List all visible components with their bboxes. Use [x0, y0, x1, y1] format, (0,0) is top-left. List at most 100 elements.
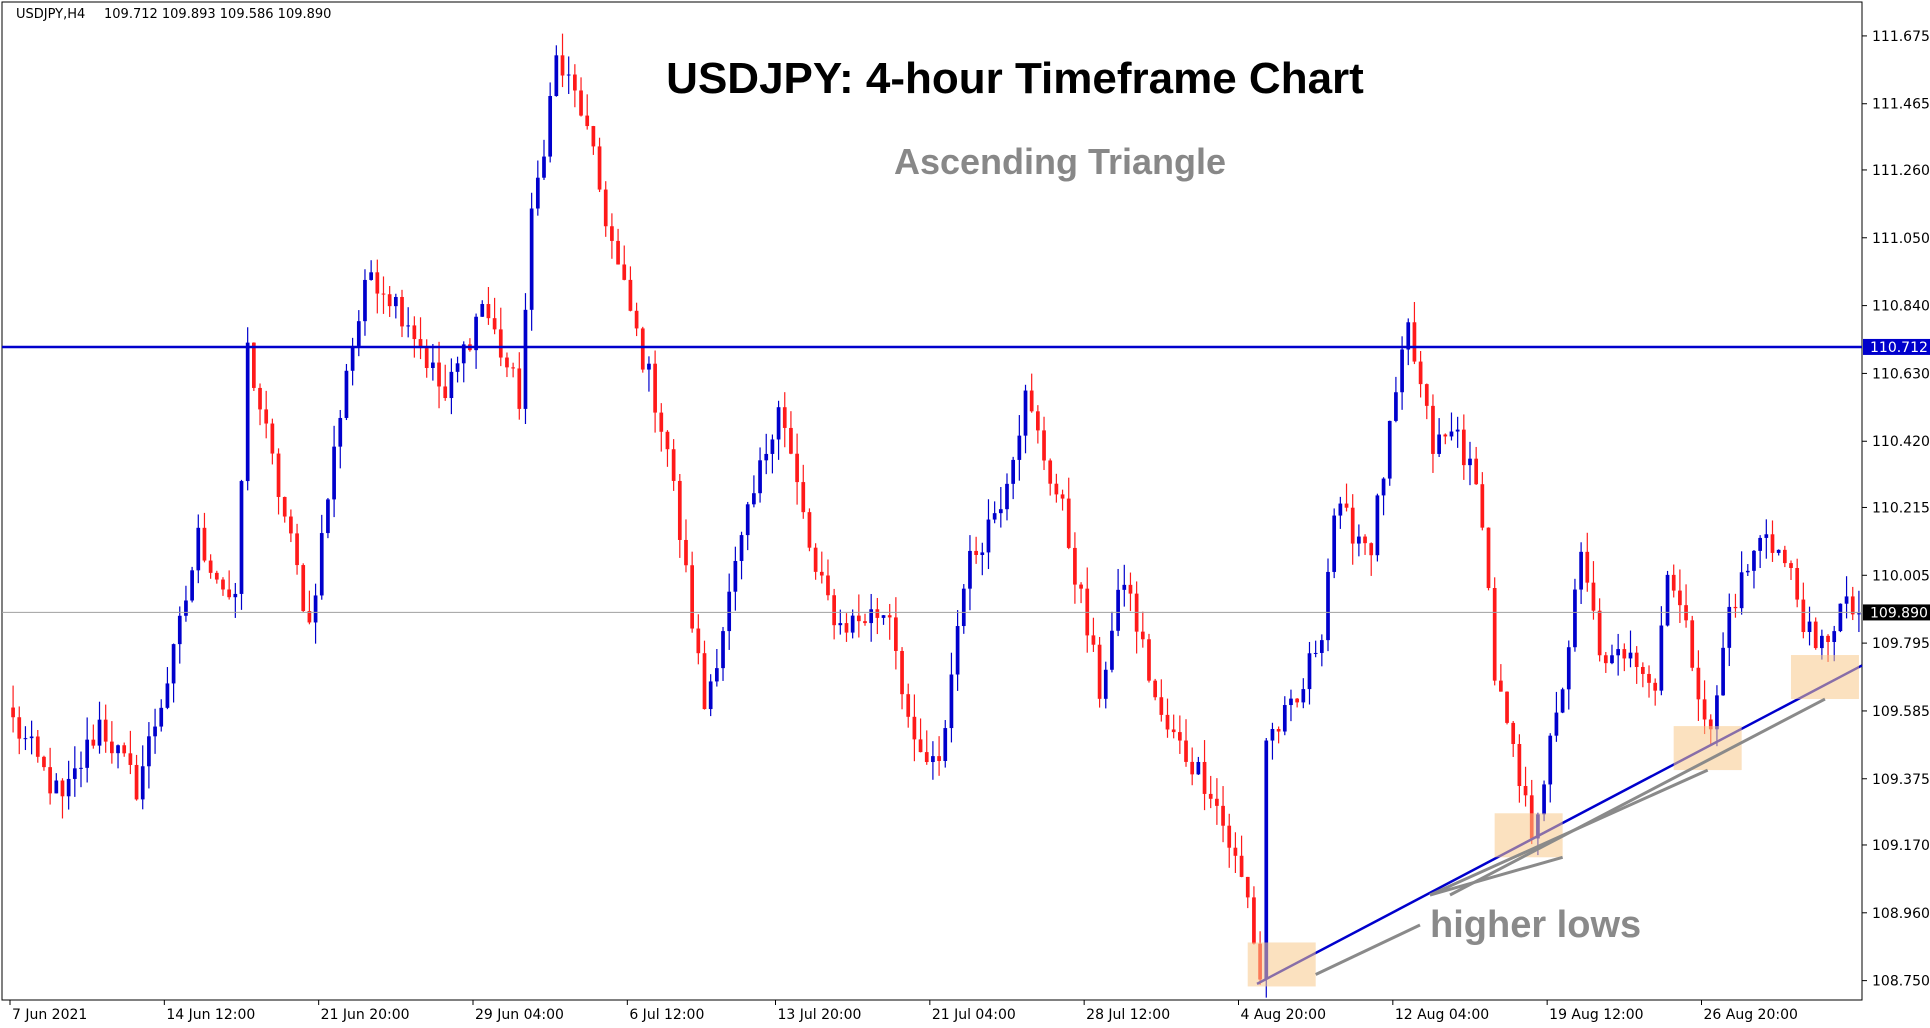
candle-body — [1505, 691, 1509, 723]
candle-body — [264, 409, 269, 424]
chart-subtitle: Ascending Triangle — [894, 141, 1226, 182]
candle — [1628, 630, 1633, 668]
candle-body — [356, 321, 361, 346]
candle — [1079, 582, 1083, 604]
candle — [875, 597, 880, 635]
candle — [1307, 641, 1312, 705]
candle — [1122, 564, 1127, 607]
candle-body — [1437, 434, 1441, 454]
candle — [573, 64, 577, 108]
candle — [603, 181, 608, 237]
candle — [1838, 603, 1843, 633]
candle — [79, 751, 83, 788]
candle — [900, 647, 904, 710]
candle — [986, 499, 991, 570]
candle-body — [714, 668, 719, 682]
candle-body — [573, 74, 577, 91]
candle — [1770, 520, 1775, 562]
candle-body — [437, 362, 441, 387]
candle — [1591, 561, 1596, 620]
candle-body — [1153, 680, 1158, 698]
candle-body — [1147, 639, 1151, 681]
candle-body — [140, 766, 145, 800]
candle — [943, 720, 948, 768]
candle-body — [1140, 631, 1145, 640]
candle — [1548, 733, 1553, 803]
candle — [480, 300, 485, 317]
candle-body — [1678, 590, 1682, 606]
candle — [356, 310, 361, 357]
candle — [924, 730, 929, 765]
candle-body — [863, 621, 867, 624]
candle — [1332, 508, 1337, 579]
candle-body — [1591, 582, 1596, 611]
candle — [1128, 572, 1133, 612]
candle-body — [881, 615, 886, 618]
y-tick-label: 109.585 — [1872, 704, 1930, 720]
candle-body — [764, 453, 769, 461]
candle-body — [122, 745, 127, 754]
candle — [449, 358, 454, 415]
candle-body — [832, 595, 836, 626]
candle-body — [72, 768, 77, 779]
candle — [955, 610, 960, 691]
candle-body — [782, 407, 787, 428]
candle — [1363, 534, 1367, 555]
candle — [1622, 643, 1627, 672]
candle-body — [1579, 551, 1583, 590]
candle — [1196, 756, 1201, 775]
candle — [1733, 593, 1738, 618]
y-tick-label: 109.795 — [1872, 636, 1930, 652]
candle — [387, 286, 392, 317]
candle — [1758, 535, 1762, 568]
candle — [745, 501, 750, 551]
candle — [1350, 494, 1355, 565]
candle-body — [1857, 613, 1861, 615]
candle-body — [35, 736, 40, 757]
candle — [517, 352, 522, 420]
x-tick-label: 21 Jun 20:00 — [321, 1007, 410, 1023]
candle — [505, 352, 509, 378]
candle — [1807, 606, 1812, 646]
candle — [894, 597, 898, 670]
candle — [610, 213, 614, 259]
candle — [319, 514, 324, 600]
candle — [807, 508, 812, 552]
candle — [1696, 650, 1701, 721]
annotation-connector — [1429, 855, 1564, 897]
candle-body — [597, 146, 602, 190]
candle — [579, 77, 583, 117]
candle-body — [1801, 599, 1806, 633]
candle-body — [326, 499, 330, 534]
candle — [1171, 714, 1176, 739]
candle-body — [752, 493, 756, 505]
candle-body — [1394, 392, 1398, 421]
candle-body — [616, 240, 620, 265]
candle-body — [1715, 695, 1719, 730]
candle-body — [1813, 621, 1818, 649]
candle-body — [29, 736, 34, 739]
candle — [690, 551, 695, 633]
candle — [412, 316, 417, 358]
candle — [1301, 678, 1306, 709]
annotation-higher-lows: higher lows — [1430, 904, 1641, 946]
candle — [270, 418, 275, 465]
candle — [1647, 665, 1651, 698]
candle — [1820, 629, 1824, 660]
candle-body — [116, 745, 120, 754]
candle-body — [159, 707, 164, 727]
candle — [171, 643, 176, 703]
candle-body — [653, 363, 657, 413]
chart-title: USDJPY: 4-hour Timeframe Chart — [666, 54, 1364, 103]
candle-body — [1696, 667, 1701, 700]
candle — [869, 593, 874, 642]
candle-body — [1449, 431, 1454, 437]
candle-body — [1221, 805, 1225, 826]
candle-body — [1301, 689, 1306, 703]
candle-body — [1844, 596, 1849, 604]
candle — [523, 293, 528, 424]
candle — [1042, 416, 1046, 471]
candle — [1603, 651, 1608, 673]
candle — [628, 266, 633, 312]
